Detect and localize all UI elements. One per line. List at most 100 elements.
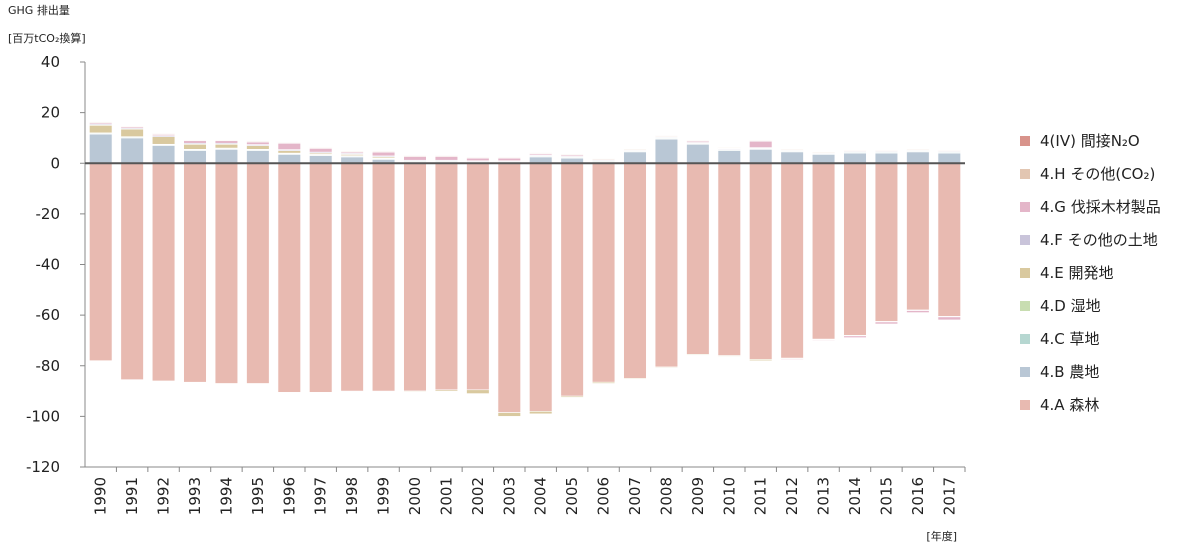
- legend-swatch: [1020, 268, 1030, 278]
- bar-segment: [309, 156, 332, 164]
- legend-label: 4.D 湿地: [1040, 297, 1101, 315]
- y-tick-label: 0: [50, 154, 60, 172]
- bar-segment: [687, 163, 710, 354]
- bar-segment: [404, 163, 427, 391]
- bar-segment: [247, 151, 270, 164]
- y-tick-label: -20: [36, 205, 61, 223]
- x-tick-label: 2004: [532, 477, 550, 515]
- bar-segment: [278, 143, 301, 149]
- legend-label: 4.A 森林: [1040, 396, 1099, 414]
- x-unit: [年度]: [926, 529, 957, 543]
- bar-segment: [561, 396, 584, 397]
- legend-swatch: [1020, 169, 1030, 179]
- bar-segment: [812, 163, 835, 339]
- y-tick-label: -100: [26, 407, 60, 425]
- x-tick-label: 2000: [406, 477, 424, 515]
- bar-segment: [561, 163, 584, 396]
- bar-segment: [435, 163, 458, 390]
- bar-segment: [121, 129, 144, 137]
- bar-segment: [907, 163, 930, 310]
- legend-swatch: [1020, 334, 1030, 344]
- bar-segment: [215, 149, 238, 163]
- bar-segment: [781, 152, 804, 163]
- x-tick-label: 2009: [689, 477, 707, 515]
- x-tick-label: 1999: [375, 477, 393, 515]
- bar-segment: [404, 156, 427, 160]
- x-tick-label: 2011: [752, 477, 770, 515]
- legend-swatch: [1020, 400, 1030, 410]
- y-tick-label: -120: [26, 458, 60, 476]
- legend-swatch: [1020, 367, 1030, 377]
- x-tick-label: 1990: [92, 477, 110, 515]
- bar-segment: [749, 141, 772, 147]
- bar-segment: [938, 317, 961, 320]
- bar-segment: [247, 163, 270, 383]
- x-tick-label: 1998: [343, 477, 361, 515]
- x-tick-label: 2007: [626, 477, 644, 515]
- bar-segment: [655, 139, 678, 163]
- bar-segment: [89, 134, 112, 163]
- x-tick-label: 2001: [437, 477, 455, 515]
- bar-segment: [467, 158, 490, 161]
- bar-segment: [687, 354, 710, 355]
- bar-segment: [812, 154, 835, 163]
- bar-segment: [121, 138, 144, 163]
- bar-segment: [89, 163, 112, 360]
- y-unit: [百万tCO₂換算]: [8, 31, 86, 45]
- bar-segment: [749, 163, 772, 359]
- bar-segment: [498, 413, 521, 417]
- x-tick-label: 2005: [563, 477, 581, 515]
- bar-segment: [372, 152, 395, 156]
- legend-swatch: [1020, 136, 1030, 146]
- bar-segment: [215, 141, 238, 144]
- bar-segment: [907, 311, 930, 313]
- x-tick-label: 1993: [186, 477, 204, 515]
- bar-segment: [498, 163, 521, 412]
- bar-segment: [844, 336, 867, 338]
- x-tick-label: 1994: [217, 477, 235, 515]
- legend-label: 4.G 伐採木材製品: [1040, 198, 1161, 216]
- bar-segment: [624, 378, 647, 379]
- bar-segment: [404, 391, 427, 392]
- bar-segment: [749, 359, 772, 360]
- y-title: GHG 排出量: [8, 3, 70, 17]
- legend-swatch: [1020, 301, 1030, 311]
- bar-segment: [184, 151, 207, 164]
- x-tick-label: 2010: [720, 477, 738, 515]
- bar-segment: [247, 142, 270, 145]
- bar-segment: [184, 141, 207, 144]
- bar-segment: [875, 322, 898, 324]
- bar-segment: [624, 163, 647, 378]
- x-tick-label: 2016: [909, 477, 927, 515]
- x-tick-label: 2002: [469, 477, 487, 515]
- bar-segment: [812, 340, 835, 341]
- bar-segment: [309, 148, 332, 152]
- x-tick-label: 2006: [595, 477, 613, 515]
- bar-segment: [341, 163, 364, 391]
- y-tick-label: -40: [36, 256, 61, 274]
- legend-label: 4.C 草地: [1040, 330, 1100, 348]
- bar-segment: [655, 367, 678, 368]
- bar-segment: [624, 152, 647, 163]
- y-tick-label: -80: [36, 357, 61, 375]
- y-tick-label: -60: [36, 306, 61, 324]
- legend-label: 4.E 開発地: [1040, 264, 1114, 282]
- x-tick-label: 2003: [500, 477, 518, 515]
- x-tick-label: 2015: [877, 477, 895, 515]
- bar-segment: [278, 154, 301, 163]
- legend-label: 4.F その他の土地: [1040, 231, 1158, 249]
- bar-segment: [749, 149, 772, 163]
- bar-segment: [718, 163, 741, 355]
- bar-segment: [529, 411, 552, 414]
- x-tick-label: 2017: [940, 477, 958, 515]
- bar-segment: [655, 163, 678, 367]
- bar-segment: [781, 163, 804, 358]
- bar-segment: [215, 163, 238, 383]
- x-tick-label: 2013: [815, 477, 833, 515]
- bar-segment: [215, 144, 238, 148]
- bar-segment: [938, 163, 961, 316]
- bar-segment: [467, 163, 490, 390]
- legend-label: 4.B 農地: [1040, 363, 1099, 381]
- bar-segment: [278, 151, 301, 154]
